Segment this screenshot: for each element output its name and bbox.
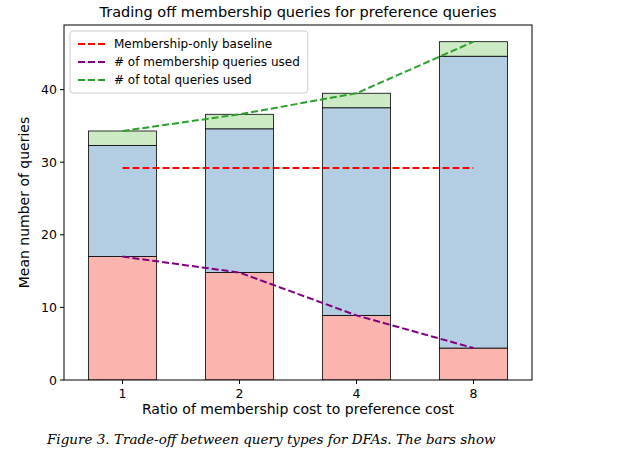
caption: Figure 3. Trade-off between query types … <box>46 431 496 447</box>
y-tick-label: 30 <box>41 155 57 170</box>
bar-segment <box>89 257 157 380</box>
legend-swatch <box>78 43 106 45</box>
x-tick <box>122 380 123 384</box>
title: Trading off membership queries for prefe… <box>99 4 497 20</box>
x-tick <box>473 380 474 384</box>
x-tick-label: 4 <box>353 386 361 401</box>
x-tick <box>239 380 240 384</box>
y-tick-label: 10 <box>41 300 57 315</box>
legend-swatch <box>78 79 106 81</box>
line <box>123 167 474 169</box>
y-tick <box>60 162 64 163</box>
y-tick <box>60 307 64 308</box>
bar-segment <box>323 93 391 108</box>
bar-segment <box>323 108 391 316</box>
bar-segment <box>323 315 391 380</box>
x-tick-label: 8 <box>470 386 478 401</box>
bar-segment <box>440 42 508 57</box>
legend-box <box>70 31 308 93</box>
legend-swatch <box>78 61 106 63</box>
chart: Trading off membership queries for prefe… <box>0 0 640 454</box>
legend-label: # of total queries used <box>114 73 252 87</box>
bar-segment <box>206 273 274 380</box>
legend-label: # of membership queries used <box>114 55 300 69</box>
x-tick <box>356 380 357 384</box>
bar-segment <box>440 348 508 380</box>
frame <box>64 25 532 380</box>
x-tick-label: 1 <box>119 386 127 401</box>
y-tick <box>60 234 64 235</box>
y-tick <box>60 380 64 381</box>
bar-segment <box>89 146 157 257</box>
y-tick <box>60 89 64 90</box>
y-tick-label: 0 <box>49 373 57 388</box>
bar-segment <box>440 56 508 348</box>
line <box>123 257 474 348</box>
y-tick-label: 40 <box>41 82 57 97</box>
legend-label: Membership-only baseline <box>114 37 272 51</box>
x-axis-label: Ratio of membership cost to preference c… <box>142 401 455 417</box>
y-axis-label: Mean number of queries <box>16 117 32 289</box>
x-tick-label: 2 <box>236 386 244 401</box>
bar-segment <box>206 114 274 129</box>
bar-segment <box>89 131 157 146</box>
bar-segment <box>206 129 274 273</box>
legend: Membership-only baseline # of membership … <box>70 31 308 93</box>
y-tick-label: 20 <box>41 227 57 242</box>
